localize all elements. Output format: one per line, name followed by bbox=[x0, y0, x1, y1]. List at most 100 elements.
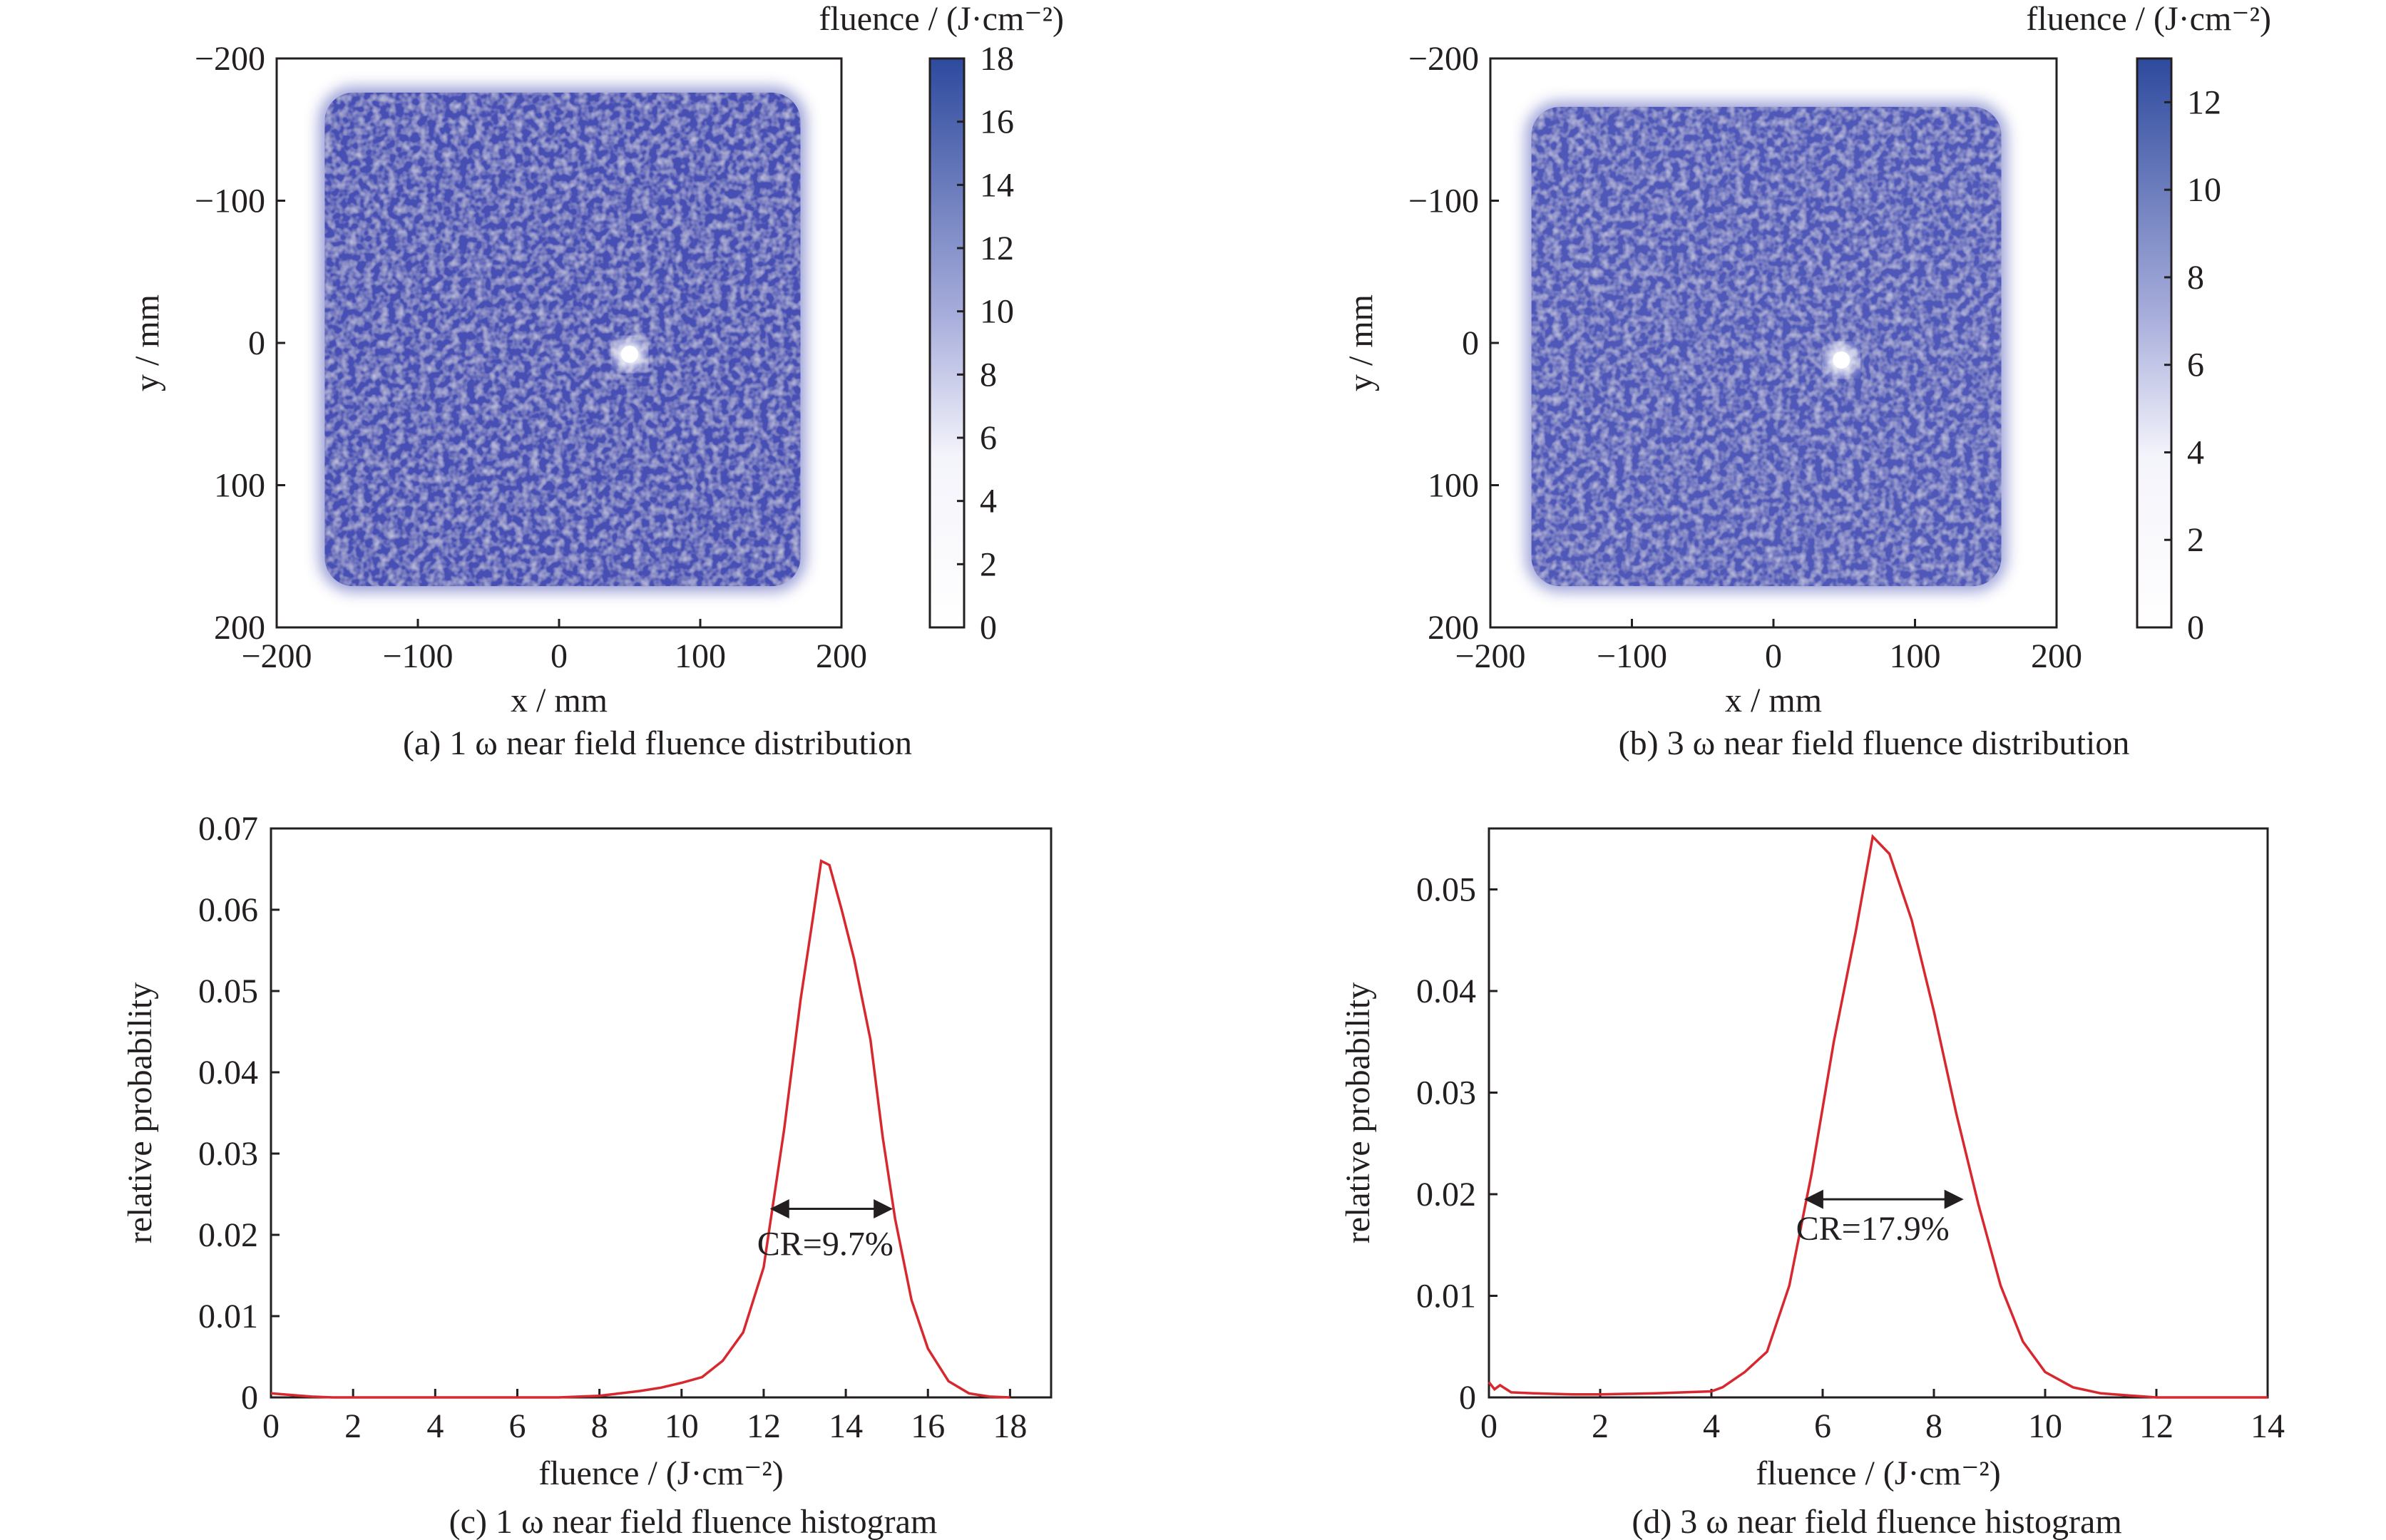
panel-d-y-axis-title: relative probability bbox=[1339, 982, 1377, 1244]
panel-c-x-tick-label: 2 bbox=[344, 1407, 362, 1445]
panel-b-colorbar-tick-label: 12 bbox=[2187, 83, 2221, 121]
panel-a-y-tick-label: −100 bbox=[195, 183, 265, 220]
panel-c-frame bbox=[270, 827, 1053, 1399]
panel-b-y-tick-label: 200 bbox=[1428, 609, 1479, 647]
panel-c-cr-annotation: CR=9.7% bbox=[757, 1226, 894, 1263]
panel-c-x-tick-label: 6 bbox=[508, 1407, 526, 1445]
panel-a-colorbar-tick-label: 16 bbox=[980, 103, 1014, 141]
panel-b-caption: (b) 3 ω near field fluence distribution bbox=[1619, 724, 2130, 762]
panel-c-x-tick-label: 10 bbox=[665, 1407, 699, 1445]
panel-b-y-tick-label: 0 bbox=[1462, 324, 1479, 362]
panel-c-x-tick-label: 14 bbox=[829, 1407, 863, 1445]
panel-d-x-tick-label: 2 bbox=[1592, 1407, 1609, 1445]
panel-b-x-tick-label: −200 bbox=[1455, 637, 1525, 675]
panel-d-caption: (d) 3 ω near field fluence histogram bbox=[1632, 1503, 2121, 1540]
panel-c-line-plot: 0 2 4 6 8 10 12 14 16 18 0 0.01 0.02 0.03 0.04 0.05 0.06… bbox=[121, 810, 1053, 1492]
panel-a-caption: (a) 1 ω near field fluence distribution bbox=[403, 724, 912, 762]
panel-c-y-tick-label: 0.06 bbox=[198, 891, 258, 929]
panel-a-colorbar-tick-label: 12 bbox=[980, 230, 1014, 267]
panel-c: 0 2 4 6 8 10 12 14 16 18 0 0.01 0.02 0.03 0.04 0.05 0.06… bbox=[121, 810, 1053, 1540]
panel-a-beam-square bbox=[324, 92, 801, 587]
panel-c-y-tick-label: 0.07 bbox=[198, 810, 258, 848]
panel-b-x-axis-title: x / mm bbox=[1725, 682, 1822, 719]
panel-d-y-tick-label: 0.01 bbox=[1416, 1278, 1476, 1315]
panel-c-y-tick-label: 0.01 bbox=[198, 1298, 258, 1335]
panel-a-y-tick-label: 100 bbox=[214, 467, 265, 505]
panel-c-y-axis-title: relative probability bbox=[121, 982, 159, 1244]
panel-b-colorbar-tick-label: 10 bbox=[2187, 171, 2221, 209]
panel-a-y-tick-label: 0 bbox=[248, 324, 265, 362]
panel-a-x-tick-label: 100 bbox=[675, 637, 726, 675]
panel-a-colorbar-label: fluence / (J·cm⁻²) bbox=[819, 0, 1064, 38]
panel-a-x-axis-title: x / mm bbox=[511, 682, 608, 719]
panel-a-colorbar-tick-label: 8 bbox=[980, 356, 997, 394]
panel-a-colorbar-tick-label: 4 bbox=[980, 483, 997, 520]
panel-d-x-tick-label: 6 bbox=[1814, 1407, 1831, 1445]
panel-c-y-tick-label: 0 bbox=[241, 1379, 258, 1417]
panel-a-colorbar-tick-label: 18 bbox=[980, 40, 1014, 78]
panel-d-y-tick-label: 0.02 bbox=[1416, 1176, 1476, 1213]
panel-a-colorbar-tick-label: 2 bbox=[980, 545, 997, 583]
panel-d-frame bbox=[1488, 827, 2269, 1399]
panel-a-hotspot-core bbox=[621, 345, 638, 363]
panel-d-line-plot: 0 2 4 6 8 10 12 14 0 0.01 0.02 0.03 0.04 0.05 fluence … bbox=[1339, 827, 2285, 1492]
panel-b-colorbar-tick-label: 0 bbox=[2187, 609, 2204, 647]
panel-a-fluence-field bbox=[319, 86, 807, 592]
panel-d-y-tick-label: 0.03 bbox=[1416, 1074, 1476, 1112]
panel-a-x-tick-label: −200 bbox=[241, 637, 312, 675]
panel-c-y-tick-label: 0.03 bbox=[198, 1135, 258, 1173]
panel-a-y-tick-label: −200 bbox=[195, 40, 265, 78]
panel-c-y-tick-label: 0.02 bbox=[198, 1216, 258, 1254]
panel-b-x-tick-label: 200 bbox=[2031, 637, 2082, 675]
panel-c-series-line bbox=[270, 858, 1010, 1399]
panel-a-x-tick-label: 200 bbox=[816, 637, 867, 675]
panel-d-series-line bbox=[1488, 833, 2268, 1399]
panel-d-y-tick-label: 0.04 bbox=[1416, 972, 1476, 1010]
panel-b-colorbar-tick-label: 4 bbox=[2187, 433, 2204, 471]
panel-b-x-tick-label: 100 bbox=[1890, 637, 1941, 675]
panel-a-colorbar-tick-label: 14 bbox=[980, 166, 1014, 204]
panel-a-y-axis-title: y / mm bbox=[128, 294, 166, 391]
panel-b-y-tick-label: 100 bbox=[1428, 467, 1479, 505]
panel-c-x-tick-label: 12 bbox=[747, 1407, 781, 1445]
panel-b-beam-square bbox=[1531, 106, 2002, 587]
panel-c-x-tick-label: 4 bbox=[426, 1407, 444, 1445]
panel-b-fluence-field bbox=[1525, 101, 2007, 592]
panel-b-colorbar-tick-label: 6 bbox=[2187, 346, 2204, 384]
panel-b-y-tick-label: −200 bbox=[1408, 40, 1479, 78]
panel-d-cr-annotation: CR=17.9% bbox=[1796, 1210, 1950, 1248]
panel-d: 0 2 4 6 8 10 12 14 0 0.01 0.02 0.03 0.04 0.05 fluence … bbox=[1339, 827, 2285, 1540]
panel-b-colorbar bbox=[2136, 57, 2173, 629]
panel-b-y-tick-label: −100 bbox=[1408, 183, 1479, 220]
panel-b-hotspot-core bbox=[1833, 351, 1850, 369]
panel-c-caption: (c) 1 ω near field fluence histogram bbox=[449, 1503, 938, 1540]
panel-d-y-tick-label: 0.05 bbox=[1416, 871, 1476, 909]
panel-c-x-axis-title: fluence / (J·cm⁻²) bbox=[538, 1454, 784, 1492]
panel-c-y-tick-label: 0.05 bbox=[198, 972, 258, 1010]
panel-a-y-tick-label: 200 bbox=[214, 609, 265, 647]
panel-d-x-tick-label: 8 bbox=[1925, 1407, 1942, 1445]
panel-d-y-tick-label: 0 bbox=[1459, 1379, 1476, 1417]
panel-c-x-tick-label: 18 bbox=[993, 1407, 1027, 1445]
panel-b-x-tick-label: −100 bbox=[1597, 637, 1667, 675]
panel-d-x-tick-label: 4 bbox=[1703, 1407, 1720, 1445]
panel-c-x-tick-label: 0 bbox=[262, 1407, 280, 1445]
panel-c-y-tick-label: 0.04 bbox=[198, 1054, 258, 1092]
panel-d-x-tick-label: 10 bbox=[2028, 1407, 2062, 1445]
panel-b-x-tick-label: 0 bbox=[1765, 637, 1782, 675]
panel-c-x-tick-label: 16 bbox=[911, 1407, 945, 1445]
panel-a-colorbar-tick-label: 0 bbox=[980, 609, 997, 647]
panel-a-colorbar-tick-label: 10 bbox=[980, 293, 1014, 331]
panel-a-x-tick-label: 0 bbox=[551, 637, 568, 675]
panel-c-x-tick-label: 8 bbox=[591, 1407, 608, 1445]
panel-b-colorbar-tick-label: 8 bbox=[2187, 259, 2204, 297]
panel-d-x-tick-label: 0 bbox=[1480, 1407, 1497, 1445]
panel-b-y-axis-title: y / mm bbox=[1342, 294, 1380, 391]
panel-a-colorbar bbox=[928, 57, 966, 629]
panel-d-x-axis-title: fluence / (J·cm⁻²) bbox=[1756, 1454, 2001, 1492]
